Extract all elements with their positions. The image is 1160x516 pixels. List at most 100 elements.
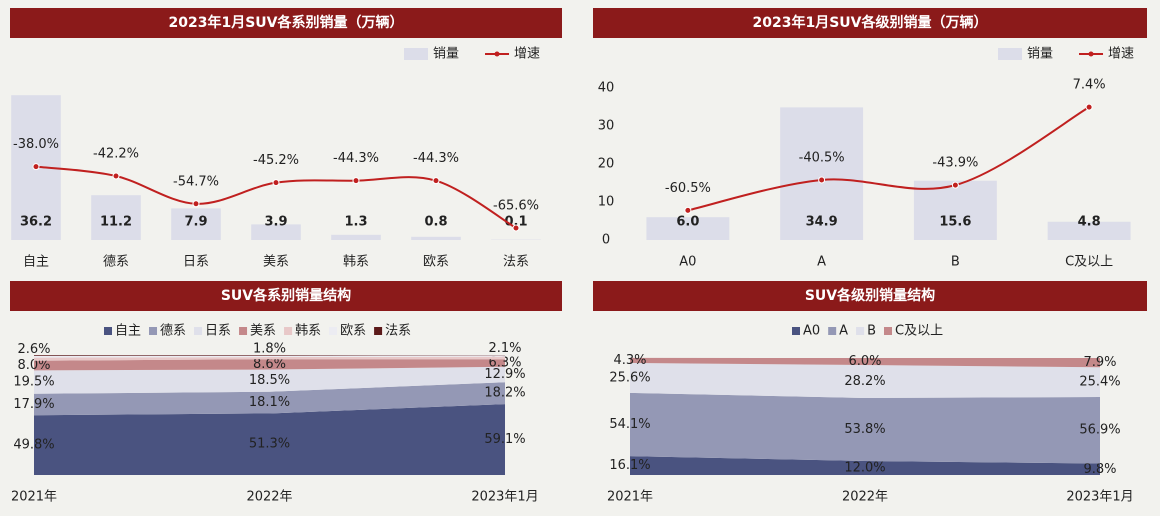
bar-value-label: 15.6 [939, 215, 971, 230]
area-band [34, 359, 505, 371]
trend-dot [272, 179, 280, 187]
area-band [34, 356, 505, 361]
area-value-label: 28.2% [844, 374, 885, 389]
x-tick-label: 欧系 [423, 255, 449, 270]
area-value-label: 6.0% [848, 354, 881, 369]
legend-label: 美系 [250, 324, 276, 339]
x-tick-label: A0 [679, 255, 696, 270]
bar-value-label: 36.2 [20, 215, 52, 230]
trend-value-label: -65.6% [493, 199, 539, 214]
legend-label: 韩系 [295, 324, 321, 339]
bar-value-label: 7.9 [184, 215, 207, 230]
area-value-label: 2.6% [17, 342, 50, 357]
legend-label: B [867, 324, 876, 339]
legend-label: 增速 [514, 47, 540, 62]
bar-value-label: 34.9 [806, 215, 838, 230]
bar [331, 234, 381, 240]
title-bar [10, 281, 562, 311]
bar-value-label: 6.0 [676, 215, 699, 230]
chart-title: 2023年1月SUV各系别销量（万辆） [169, 14, 404, 31]
trend-dot [32, 163, 40, 171]
legend-swatch [998, 48, 1022, 60]
area-value-label: 12.9% [484, 367, 525, 382]
trend-dot [818, 176, 826, 184]
area-value-label: 6.3% [488, 355, 521, 370]
y-tick-label: 20 [598, 157, 615, 172]
trend-value-label: -45.2% [253, 153, 299, 168]
y-tick-label: 30 [598, 119, 615, 134]
trend-dot [684, 206, 692, 214]
x-tick-label: 美系 [263, 255, 289, 270]
chart-title: 2023年1月SUV各级别销量（万辆） [753, 14, 988, 31]
legend-swatch [284, 327, 293, 335]
area-value-label: 18.2% [484, 386, 525, 401]
area-value-label: 18.5% [249, 373, 290, 388]
chart-title: SUV各系别销量结构 [221, 287, 351, 304]
area-value-label: 51.3% [249, 437, 290, 452]
area-band [34, 366, 505, 394]
y-tick-label: 0 [602, 233, 610, 248]
bar [913, 180, 997, 240]
area-band [630, 456, 1100, 475]
area-value-label: 9.8% [1083, 462, 1116, 477]
bar [411, 236, 461, 240]
legend-swatch [792, 327, 800, 335]
chart-title: SUV各级别销量结构 [805, 287, 935, 304]
legend-swatch [104, 327, 112, 335]
area-value-label: 2.1% [488, 341, 521, 356]
bar [251, 224, 301, 240]
legend-swatch [404, 48, 428, 60]
area-value-label: 8.0% [17, 358, 50, 373]
legend-swatch [194, 327, 203, 335]
x-tick-label: B [951, 255, 960, 270]
bar [171, 208, 221, 240]
legend-swatch [329, 327, 338, 335]
trend-dot [192, 200, 200, 208]
area-value-label: 8.6% [253, 357, 286, 372]
x-tick-label: 韩系 [343, 255, 369, 270]
trend-value-label: -54.7% [173, 174, 219, 189]
area-value-label: 17.9% [13, 397, 54, 412]
trend-value-label: -43.9% [932, 156, 978, 171]
legend-label: A [839, 324, 848, 339]
x-tick-label: C及以上 [1065, 255, 1113, 270]
legend-label: A0 [803, 324, 820, 339]
area-value-label: 25.4% [1079, 375, 1120, 390]
bar-value-label: 4.8 [1078, 215, 1101, 230]
bar [91, 195, 141, 240]
trend-dot [352, 177, 360, 185]
area-value-label: 18.1% [249, 395, 290, 410]
bar [646, 217, 730, 240]
x-tick-label: A [817, 255, 826, 270]
area-value-label: 53.8% [844, 422, 885, 437]
legend-label: 日系 [205, 324, 231, 339]
area-value-label: 59.1% [484, 432, 525, 447]
legend-label: 销量 [1027, 47, 1053, 62]
area-band [34, 355, 505, 358]
legend-swatch [828, 327, 837, 335]
area-band [34, 355, 505, 356]
legend-dot [494, 51, 500, 57]
area-value-label: 25.6% [609, 370, 650, 385]
title-bar [593, 281, 1147, 311]
bar-value-label: 11.2 [100, 215, 132, 230]
legend-swatch [149, 327, 158, 335]
bar [780, 107, 864, 240]
bar-value-label: 0.1 [504, 215, 527, 230]
x-tick-label: 2023年1月 [471, 490, 538, 505]
x-tick-label: 法系 [503, 255, 529, 270]
x-tick-label: 2022年 [842, 490, 888, 505]
trend-value-label: 7.4% [1073, 78, 1106, 93]
title-bar [593, 8, 1147, 38]
bar-value-label: 1.3 [344, 215, 367, 230]
bar-value-label: 3.9 [264, 215, 287, 230]
legend-label: 法系 [385, 324, 411, 339]
area-value-label: 49.8% [13, 438, 54, 453]
area-band [630, 392, 1100, 464]
legend-swatch [374, 327, 383, 335]
trend-dot [1085, 103, 1093, 111]
trend-dot [112, 172, 120, 180]
area-band [34, 382, 505, 416]
y-tick-label: 10 [598, 195, 615, 210]
